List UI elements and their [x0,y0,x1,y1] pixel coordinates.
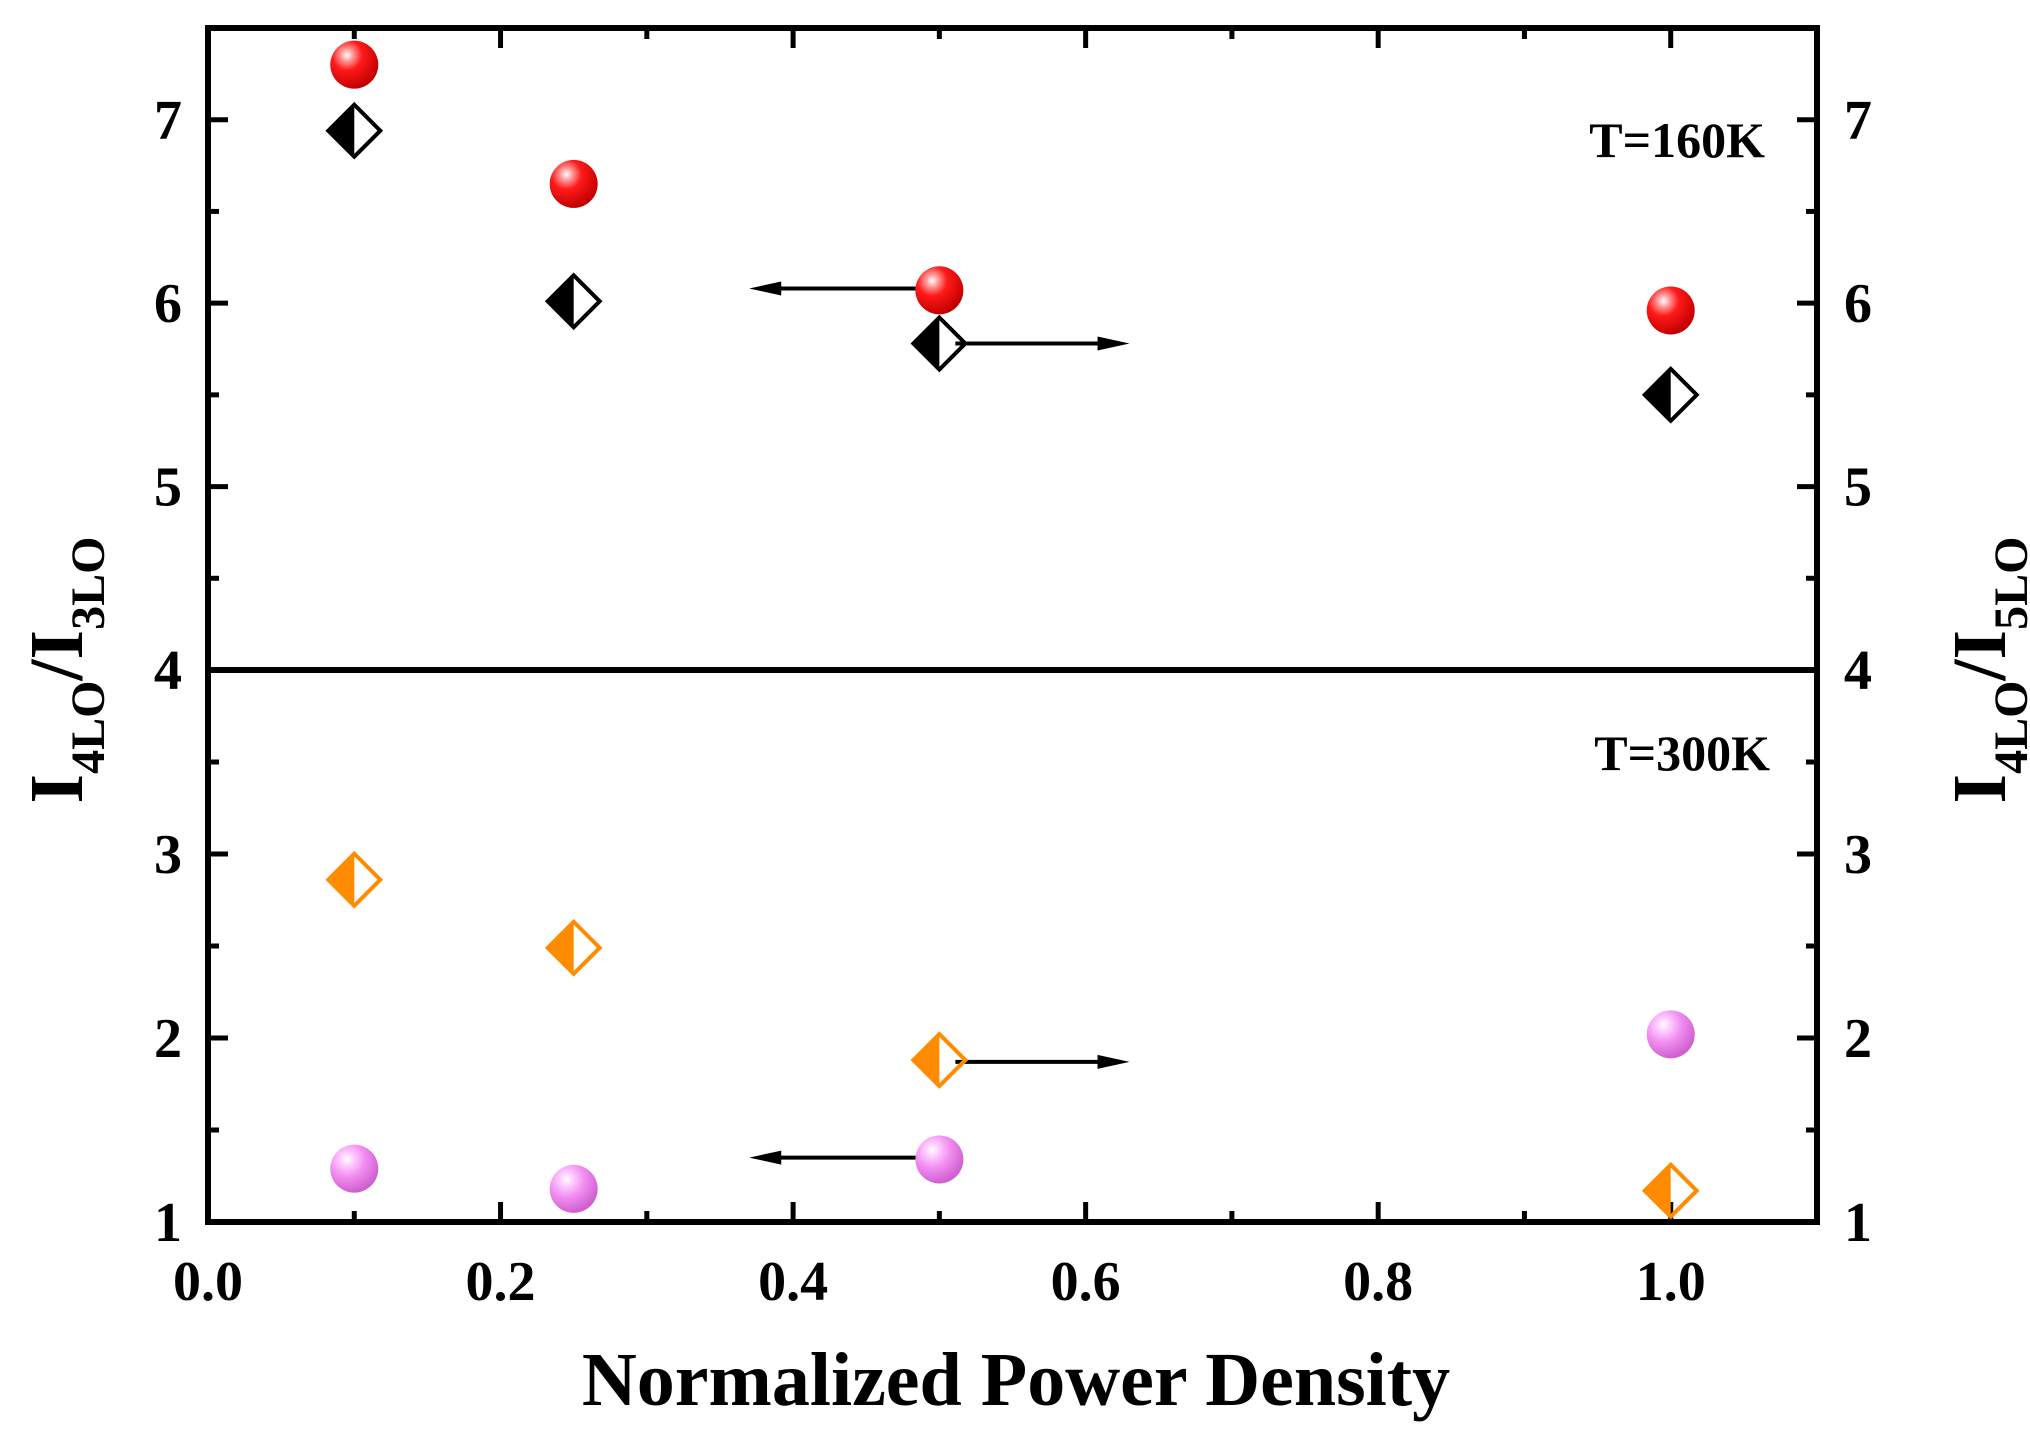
half-diamond-fill [1644,368,1671,421]
y-tick-label-left: 7 [154,90,182,152]
y-tick-label-left: 1 [154,1192,182,1254]
half-diamond-marker [325,850,384,909]
half-diamond-marker [910,1031,969,1089]
y-left-sub1: 4LO [62,681,115,774]
half-diamond-marker [325,101,384,160]
half-diamond-fill [547,275,574,328]
sphere-marker [549,159,598,208]
y-axis-title-right: I4LO/I5LO [1938,537,2030,804]
y-right-sub1: 4LO [1985,681,2030,774]
half-diamond-fill [328,853,355,906]
y-right-sub2: 5LO [1985,537,2030,630]
y-axis-ticks: 4 45 56 67 71 12 23 34 4 [154,90,1872,1254]
sphere-marker [549,1164,598,1213]
sphere-marker [915,1135,964,1184]
half-diamond-fill [328,104,355,157]
y-tick-label-right: 5 [1844,457,1872,519]
sphere-marker [330,40,379,89]
half-diamond-fill [913,317,940,370]
y-axis-title-left: I4LO/I3LO [15,537,115,804]
x-tick-label: 0.6 [1051,1251,1121,1313]
y-tick-label-left: 4 [154,640,182,702]
y-tick-label-right: 1 [1844,1192,1872,1254]
y-right-slash: /I [1938,630,2022,682]
y-tick-label-right: 7 [1844,90,1872,152]
y-tick-label-right: 4 [1844,640,1872,702]
arrow-head [749,1150,782,1165]
y-tick-label-left: 2 [154,1008,182,1070]
svg-text:I4LO/I3LO: I4LO/I3LO [15,537,115,804]
x-tick-label: 0.4 [758,1251,828,1313]
y-left-sub2: 3LO [62,537,115,630]
half-diamond-marker [544,919,603,977]
sphere-marker [915,266,964,315]
x-axis-title: Normalized Power Density [582,1338,1450,1422]
y-tick-label-left: 4 [154,640,182,702]
y-tick-label-right: 6 [1844,273,1872,335]
data-series [325,40,1700,1220]
y-left-slash: /I [15,630,99,682]
y-right-main: I [1938,774,2022,804]
x-tick-label: 0.2 [466,1251,536,1313]
y-tick-label-left: 5 [154,457,182,519]
panel-label-bottom: T=300K [1594,725,1770,781]
y-tick-label-right: 3 [1844,824,1872,886]
x-tick-label: 0.0 [173,1251,243,1313]
panel-label-top: T=160K [1589,112,1765,168]
half-diamond-fill [1644,1164,1671,1217]
arrow-head [1097,1054,1130,1069]
arrow-head [749,281,782,296]
half-diamond-fill [547,921,574,974]
y-left-main: I [15,774,99,804]
plot-frame [205,25,1820,1225]
sphere-marker [1646,1010,1695,1059]
x-tick-label: 1.0 [1636,1251,1706,1313]
y-tick-label-left: 3 [154,824,182,886]
half-diamond-fill [913,1034,940,1087]
sphere-marker [330,1144,379,1193]
half-diamond-marker [544,272,603,331]
arrow-head [1097,336,1130,351]
half-diamond-marker [1641,366,1700,424]
x-tick-label: 0.8 [1343,1251,1413,1313]
half-diamond-marker [1641,1161,1700,1220]
y-tick-label-right: 2 [1844,1008,1872,1070]
svg-text:I4LO/I5LO: I4LO/I5LO [1938,537,2030,804]
x-axis-ticks: 0.0 0.2 0.4 0.6 0.8 1.0 [173,28,1820,1313]
sphere-marker [1646,286,1695,335]
y-tick-label-left: 6 [154,273,182,335]
y-tick-label-right: 4 [1844,640,1872,702]
half-diamond-marker [910,314,969,373]
